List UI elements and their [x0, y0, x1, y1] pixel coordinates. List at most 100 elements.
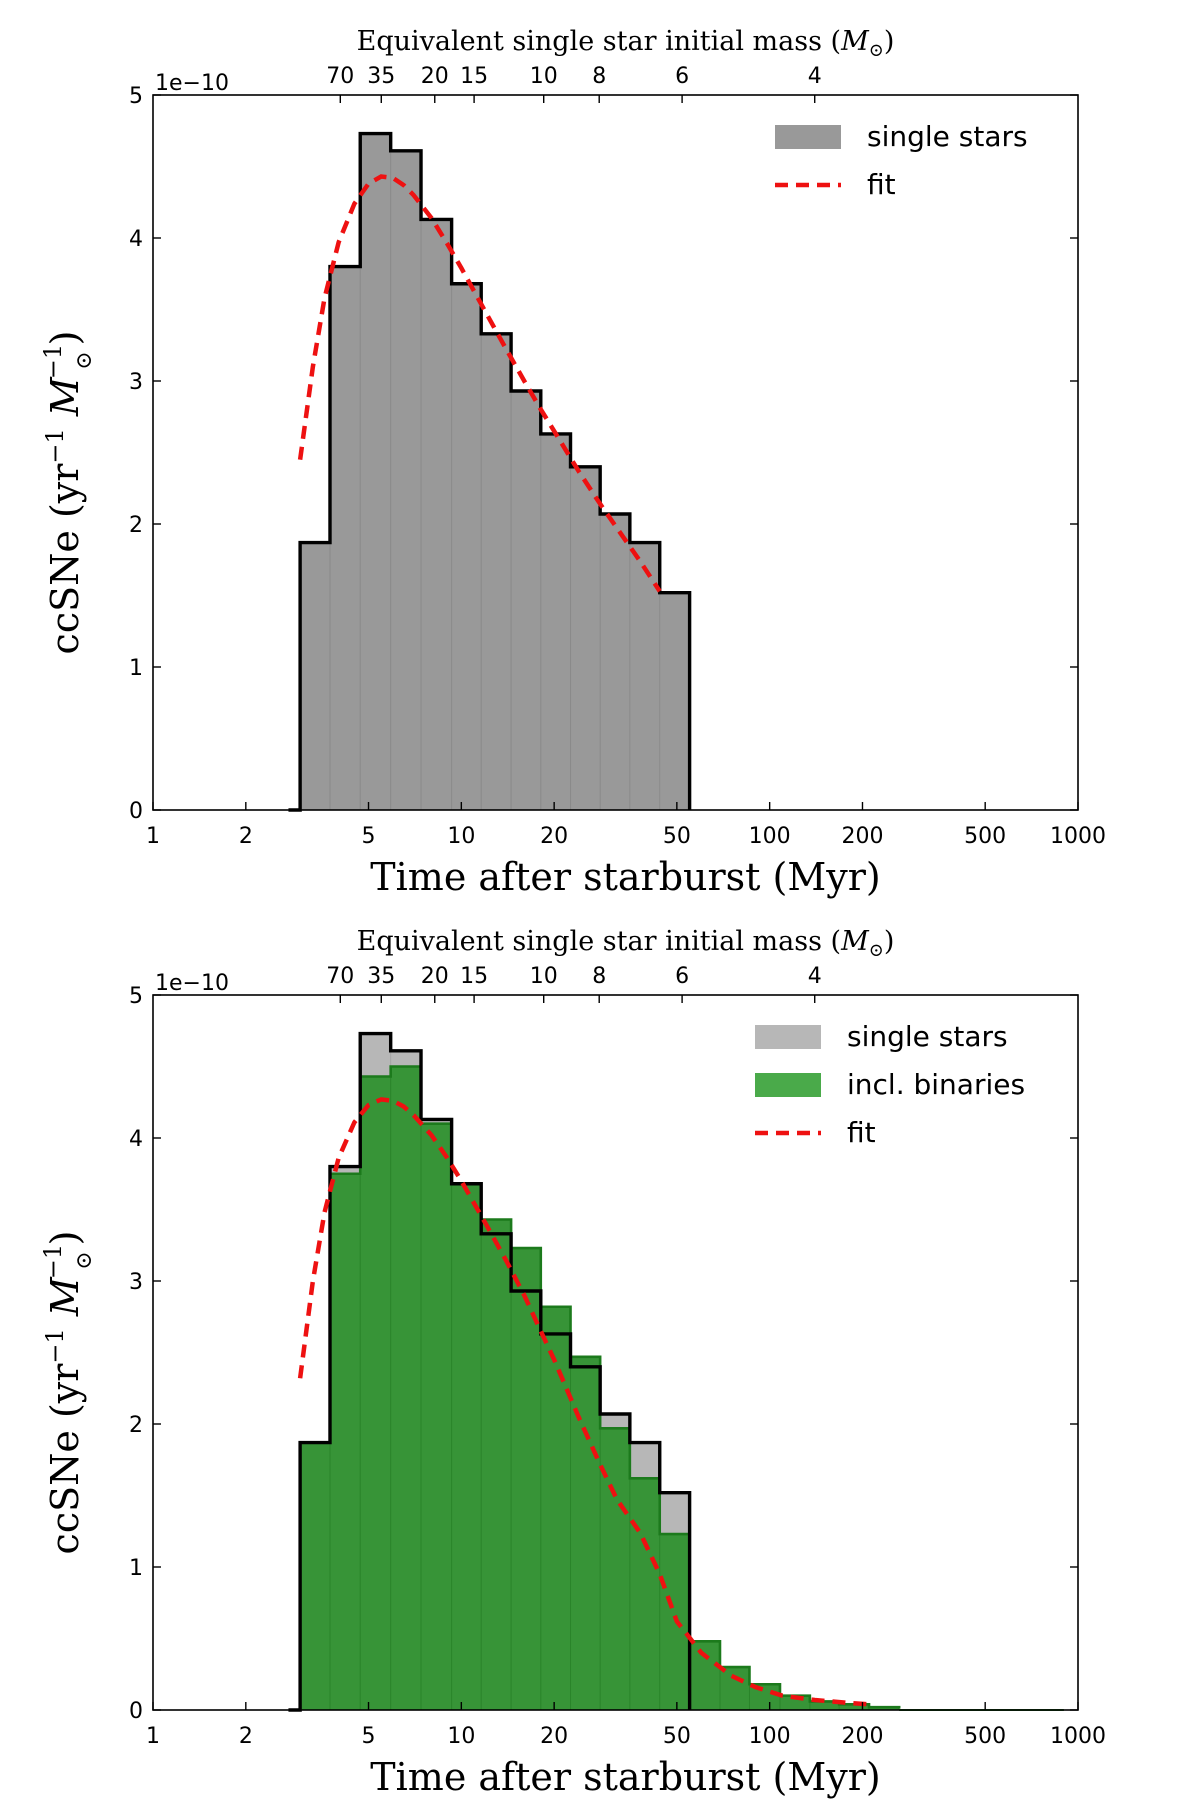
x-tick-label: 10 [447, 824, 475, 849]
histogram-bar [420, 1123, 452, 1711]
histogram-bar [659, 592, 690, 811]
x-axis-label: Time after starburst (Myr) [370, 1755, 880, 1799]
top-tick-label: 15 [460, 64, 488, 89]
histogram-bar [299, 542, 331, 811]
y-tick-label: 1 [129, 656, 143, 681]
histogram-bar [629, 1478, 661, 1711]
histogram-outline-single-stars [288, 131, 692, 812]
x-tick-label: 1000 [1050, 824, 1106, 849]
histogram-bar [510, 390, 542, 811]
x-tick-label: 2 [239, 824, 253, 849]
top-tick-label: 4 [808, 64, 822, 89]
legend-label: single stars [847, 1020, 1008, 1053]
top-tick-label: 4 [808, 964, 822, 989]
histogram-bar [390, 150, 422, 811]
legend: single stars fit [775, 120, 1028, 201]
series-incl-binaries [299, 1066, 900, 1711]
x-tick-label: 500 [964, 824, 1006, 849]
top-axis-label: Equivalent single star initial mass (M⊙) [357, 926, 895, 961]
fit-line [297, 174, 662, 593]
x-tick-label: 1 [146, 1724, 160, 1749]
histogram-bar [719, 1666, 750, 1711]
x-tick-label: 1 [146, 824, 160, 849]
histogram-bar [570, 466, 601, 811]
legend: single stars incl. binaries fit [755, 1020, 1025, 1149]
plot-frame [152, 94, 1079, 811]
top-tick-label: 6 [675, 964, 689, 989]
histogram-bar [329, 1173, 361, 1711]
x-tick-label: 50 [663, 824, 691, 849]
y-tick-label: 3 [129, 1270, 143, 1295]
legend-label: fit [867, 168, 896, 201]
histogram-bar [451, 1183, 482, 1711]
histogram-bar [659, 1533, 690, 1711]
histogram-bar [629, 542, 661, 811]
top-tick-label: 10 [530, 64, 558, 89]
y-tick-label: 2 [129, 513, 143, 538]
y-axis-label: ccSNe (yr−1 M−1 ⊙) [39, 1231, 97, 1555]
x-tick-label: 1000 [1050, 1724, 1106, 1749]
top-tick-label: 35 [367, 64, 395, 89]
legend-label: fit [847, 1116, 876, 1149]
histogram-bar [689, 1641, 721, 1711]
histogram-bar [480, 1219, 512, 1711]
x-tick-label: 2 [239, 1724, 253, 1749]
histogram-bar [540, 1306, 571, 1711]
histogram-outline-single-stars [288, 1031, 692, 1712]
y-tick-label: 2 [129, 1413, 143, 1438]
y-axis-label: ccSNe (yr−1 M−1 ⊙) [39, 331, 97, 655]
x-tick-label: 20 [540, 824, 568, 849]
histogram-bar [359, 133, 391, 811]
histogram-bar [390, 1066, 422, 1711]
top-tick-label: 20 [421, 64, 449, 89]
x-tick-label: 500 [964, 1724, 1006, 1749]
x-tick-label: 5 [362, 1724, 376, 1749]
top-tick-label: 70 [326, 964, 354, 989]
y-offset-label: 1e−10 [155, 71, 229, 96]
legend-swatch [755, 1025, 821, 1049]
histogram-bar [480, 333, 512, 811]
top-tick-label: 8 [592, 64, 606, 89]
histogram-outline-incl-binaries [288, 1065, 901, 1712]
fit-line [297, 1097, 870, 1707]
x-tick-label: 50 [663, 1724, 691, 1749]
histogram-bar [540, 433, 571, 811]
x-axis-label: Time after starburst (Myr) [370, 855, 880, 899]
histogram-bar [599, 513, 631, 811]
top-tick-label: 20 [421, 964, 449, 989]
histogram-bar [299, 1442, 331, 1711]
y-tick-label: 3 [129, 370, 143, 395]
top-axis-label: Equivalent single star initial mass (M⊙) [357, 26, 895, 61]
legend-swatch [775, 125, 841, 149]
histogram-bar [329, 266, 361, 811]
x-tick-label: 5 [362, 824, 376, 849]
y-offset-label: 1e−10 [155, 971, 229, 996]
y-tick-label: 5 [129, 84, 143, 109]
x-tick-label: 200 [841, 824, 883, 849]
top-tick-label: 8 [592, 964, 606, 989]
x-tick-label: 10 [447, 1724, 475, 1749]
y-tick-label: 0 [129, 799, 143, 824]
x-tick-label: 20 [540, 1724, 568, 1749]
legend-swatch [755, 1073, 821, 1097]
histogram-bar [420, 219, 452, 811]
top-tick-label: 70 [326, 64, 354, 89]
top-tick-label: 35 [367, 964, 395, 989]
y-tick-label: 0 [129, 1699, 143, 1724]
x-tick-label: 100 [749, 1724, 791, 1749]
legend-label: incl. binaries [847, 1068, 1025, 1101]
series-single-stars [299, 133, 690, 811]
legend-label: single stars [867, 120, 1028, 153]
top-tick-label: 10 [530, 964, 558, 989]
y-tick-label: 4 [129, 1127, 143, 1152]
plot-frame [152, 994, 1079, 1711]
x-tick-label: 200 [841, 1724, 883, 1749]
histogram-bar [451, 283, 482, 811]
x-tick-label: 100 [749, 824, 791, 849]
top-tick-label: 15 [460, 964, 488, 989]
top-tick-label: 6 [675, 64, 689, 89]
y-tick-label: 1 [129, 1556, 143, 1581]
